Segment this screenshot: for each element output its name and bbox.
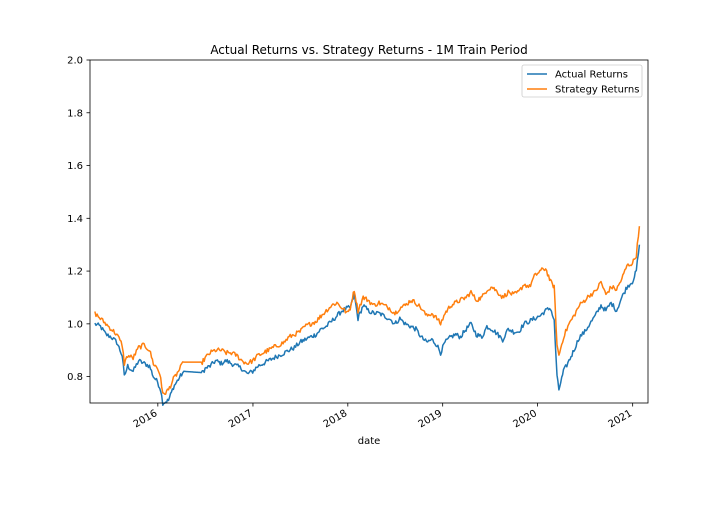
y-tick-label: 1.6 xyxy=(67,161,83,172)
y-tick-label: 2.0 xyxy=(67,56,83,67)
x-axis-label: date xyxy=(358,436,381,447)
legend-box xyxy=(521,64,643,98)
chart-title: Actual Returns vs. Strategy Returns - 1M… xyxy=(210,43,527,57)
legend-label-actual-returns: Actual Returns xyxy=(555,70,628,81)
y-tick-label: 1.4 xyxy=(67,214,83,225)
y-tick-label: 0.8 xyxy=(67,372,83,383)
axes-frame xyxy=(89,59,649,404)
y-tick-label: 1.0 xyxy=(67,319,83,330)
series-line-actual-returns xyxy=(94,244,641,407)
series-line-strategy-returns xyxy=(94,226,641,396)
y-tick-label: 1.8 xyxy=(67,108,83,119)
legend-label-strategy-returns: Strategy Returns xyxy=(555,85,639,96)
y-tick-label: 1.2 xyxy=(67,267,83,278)
